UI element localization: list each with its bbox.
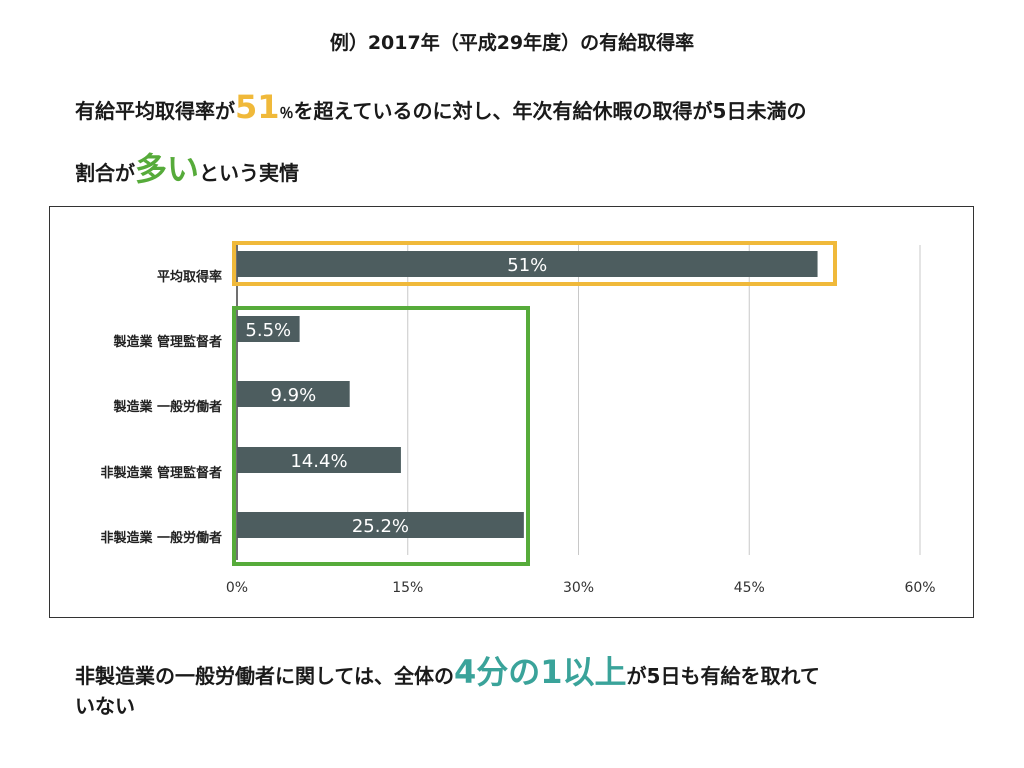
slide-title: 例）2017年（平成29年度）の有給取得率 (329, 32, 695, 54)
headline-text: 有給平均取得率が (75, 99, 235, 123)
bar (237, 381, 350, 407)
highlight-box-average (232, 241, 837, 286)
bar (237, 447, 401, 473)
headline-highlight-51: 51 (235, 88, 280, 126)
x-tick-label: 60% (904, 580, 935, 596)
bar (237, 512, 524, 538)
headline-percent: ％ (279, 106, 294, 122)
bar-value-label: 9.9% (270, 385, 316, 406)
footer-text: 非製造業の一般労働者に関しては、全体の (75, 664, 454, 688)
headline-line-1: 有給平均取得率が51％を超えているのに対し、年次有給休暇の取得が5日未満の (75, 88, 806, 126)
x-tick-label: 15% (392, 580, 423, 596)
bar-value-label: 5.5% (245, 320, 291, 341)
category-label: 非製造業 一般労働者 (100, 530, 222, 546)
highlight-box-groups (232, 306, 530, 566)
headline-highlight-many: 多い (135, 150, 200, 188)
x-tick-label: 45% (734, 580, 765, 596)
x-tick-label: 0% (226, 580, 248, 596)
bar-value-label: 14.4% (290, 451, 347, 472)
footer-highlight: 4分の1以上 (454, 653, 627, 691)
category-label: 平均取得率 (157, 269, 222, 285)
headline-line-2: 割合が多いという実情 (75, 144, 299, 190)
footer-line-2: いない (75, 694, 135, 718)
headline-text: 割合が (75, 161, 135, 185)
chart-frame (49, 206, 974, 618)
bar (237, 251, 818, 277)
headline-text: を超えているのに対し、年次有給休暇の取得が5日未満の (293, 99, 807, 123)
headline-text: という実情 (199, 161, 300, 185)
bar (237, 316, 300, 342)
footer-text: が5日も有給を取れて (626, 664, 820, 688)
category-label: 非製造業 管理監督者 (100, 465, 222, 481)
category-label: 製造業 管理監督者 (112, 334, 222, 350)
footer-line-1: 非製造業の一般労働者に関しては、全体の4分の1以上が5日も有給を取れて (75, 647, 820, 693)
bar-value-label: 25.2% (352, 516, 409, 537)
category-label: 製造業 一般労働者 (112, 399, 222, 415)
x-tick-label: 30% (563, 580, 594, 596)
bar-value-label: 51% (507, 255, 547, 276)
